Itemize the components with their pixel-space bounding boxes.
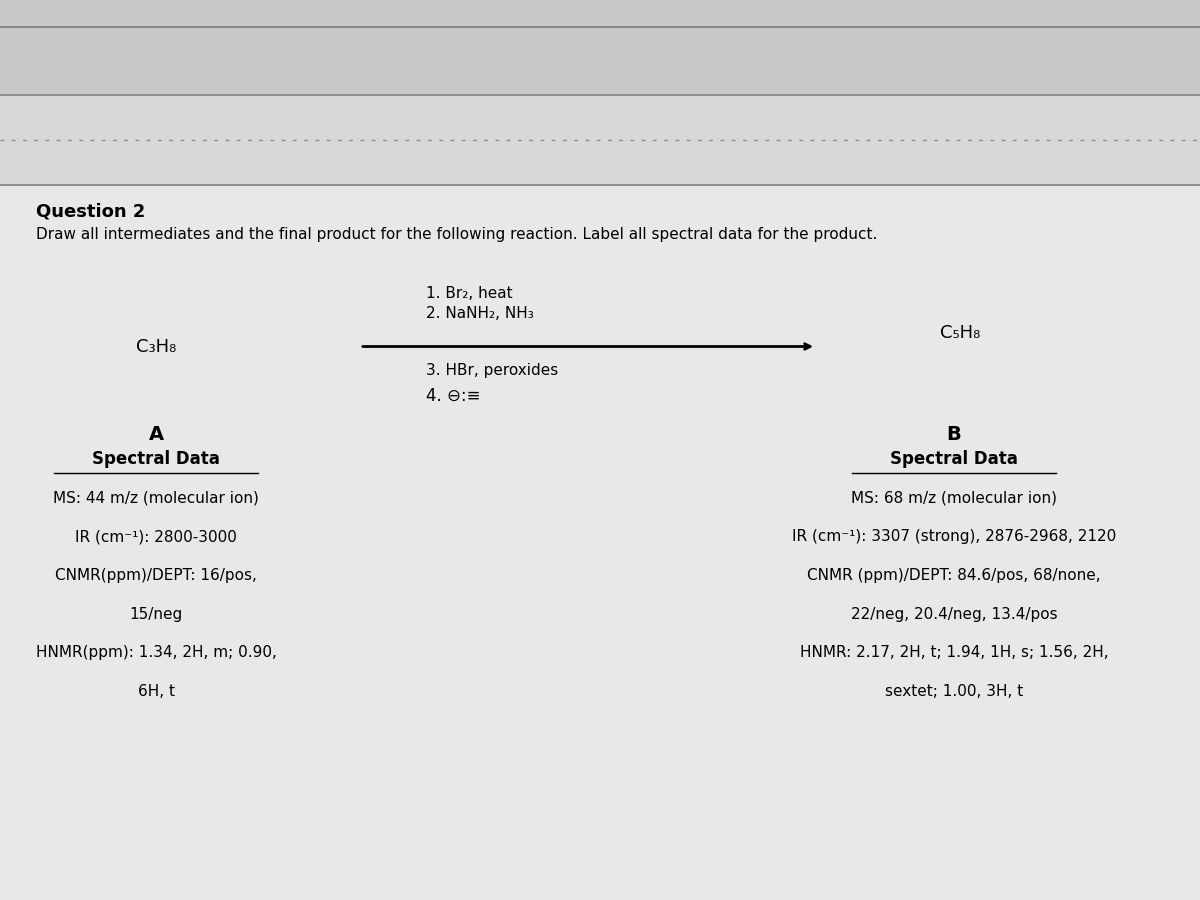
Text: 1. Br₂, heat: 1. Br₂, heat (426, 286, 512, 302)
Text: HNMR: 2.17, 2H, t; 1.94, 1H, s; 1.56, 2H,: HNMR: 2.17, 2H, t; 1.94, 1H, s; 1.56, 2H… (799, 645, 1109, 661)
Text: MS: 44 m/z (molecular ion): MS: 44 m/z (molecular ion) (53, 491, 259, 506)
Bar (0, 184, 1200, 900)
Text: 2. NaNH₂, NH₃: 2. NaNH₂, NH₃ (426, 306, 534, 321)
Text: MS: 68 m/z (molecular ion): MS: 68 m/z (molecular ion) (851, 491, 1057, 506)
Text: sextet; 1.00, 3H, t: sextet; 1.00, 3H, t (884, 684, 1024, 699)
Text: 6H, t: 6H, t (138, 684, 174, 699)
Text: Question 2: Question 2 (36, 202, 145, 220)
Bar (0, 0, 1200, 94)
Text: HNMR(ppm): 1.34, 2H, m; 0.90,: HNMR(ppm): 1.34, 2H, m; 0.90, (36, 645, 276, 661)
Text: 15/neg: 15/neg (130, 607, 182, 622)
Text: 4. ⊖:≡: 4. ⊖:≡ (426, 387, 480, 405)
Bar (0, 94, 1200, 184)
Text: A: A (149, 425, 163, 444)
Text: Spectral Data: Spectral Data (92, 450, 220, 468)
Text: Draw all intermediates and the final product for the following reaction. Label a: Draw all intermediates and the final pro… (36, 227, 877, 242)
Text: 3. HBr, peroxides: 3. HBr, peroxides (426, 363, 558, 378)
Text: IR (cm⁻¹): 3307 (strong), 2876-2968, 2120: IR (cm⁻¹): 3307 (strong), 2876-2968, 212… (792, 529, 1116, 544)
Text: 22/neg, 20.4/neg, 13.4/pos: 22/neg, 20.4/neg, 13.4/pos (851, 607, 1057, 622)
Text: B: B (947, 425, 961, 444)
Text: C₅H₈: C₅H₈ (940, 324, 980, 342)
Text: CNMR (ppm)/DEPT: 84.6/pos, 68/none,: CNMR (ppm)/DEPT: 84.6/pos, 68/none, (808, 568, 1100, 583)
Text: Spectral Data: Spectral Data (890, 450, 1018, 468)
Text: C₃H₈: C₃H₈ (136, 338, 176, 356)
Text: CNMR(ppm)/DEPT: 16/pos,: CNMR(ppm)/DEPT: 16/pos, (55, 568, 257, 583)
Text: IR (cm⁻¹): 2800-3000: IR (cm⁻¹): 2800-3000 (76, 529, 236, 544)
